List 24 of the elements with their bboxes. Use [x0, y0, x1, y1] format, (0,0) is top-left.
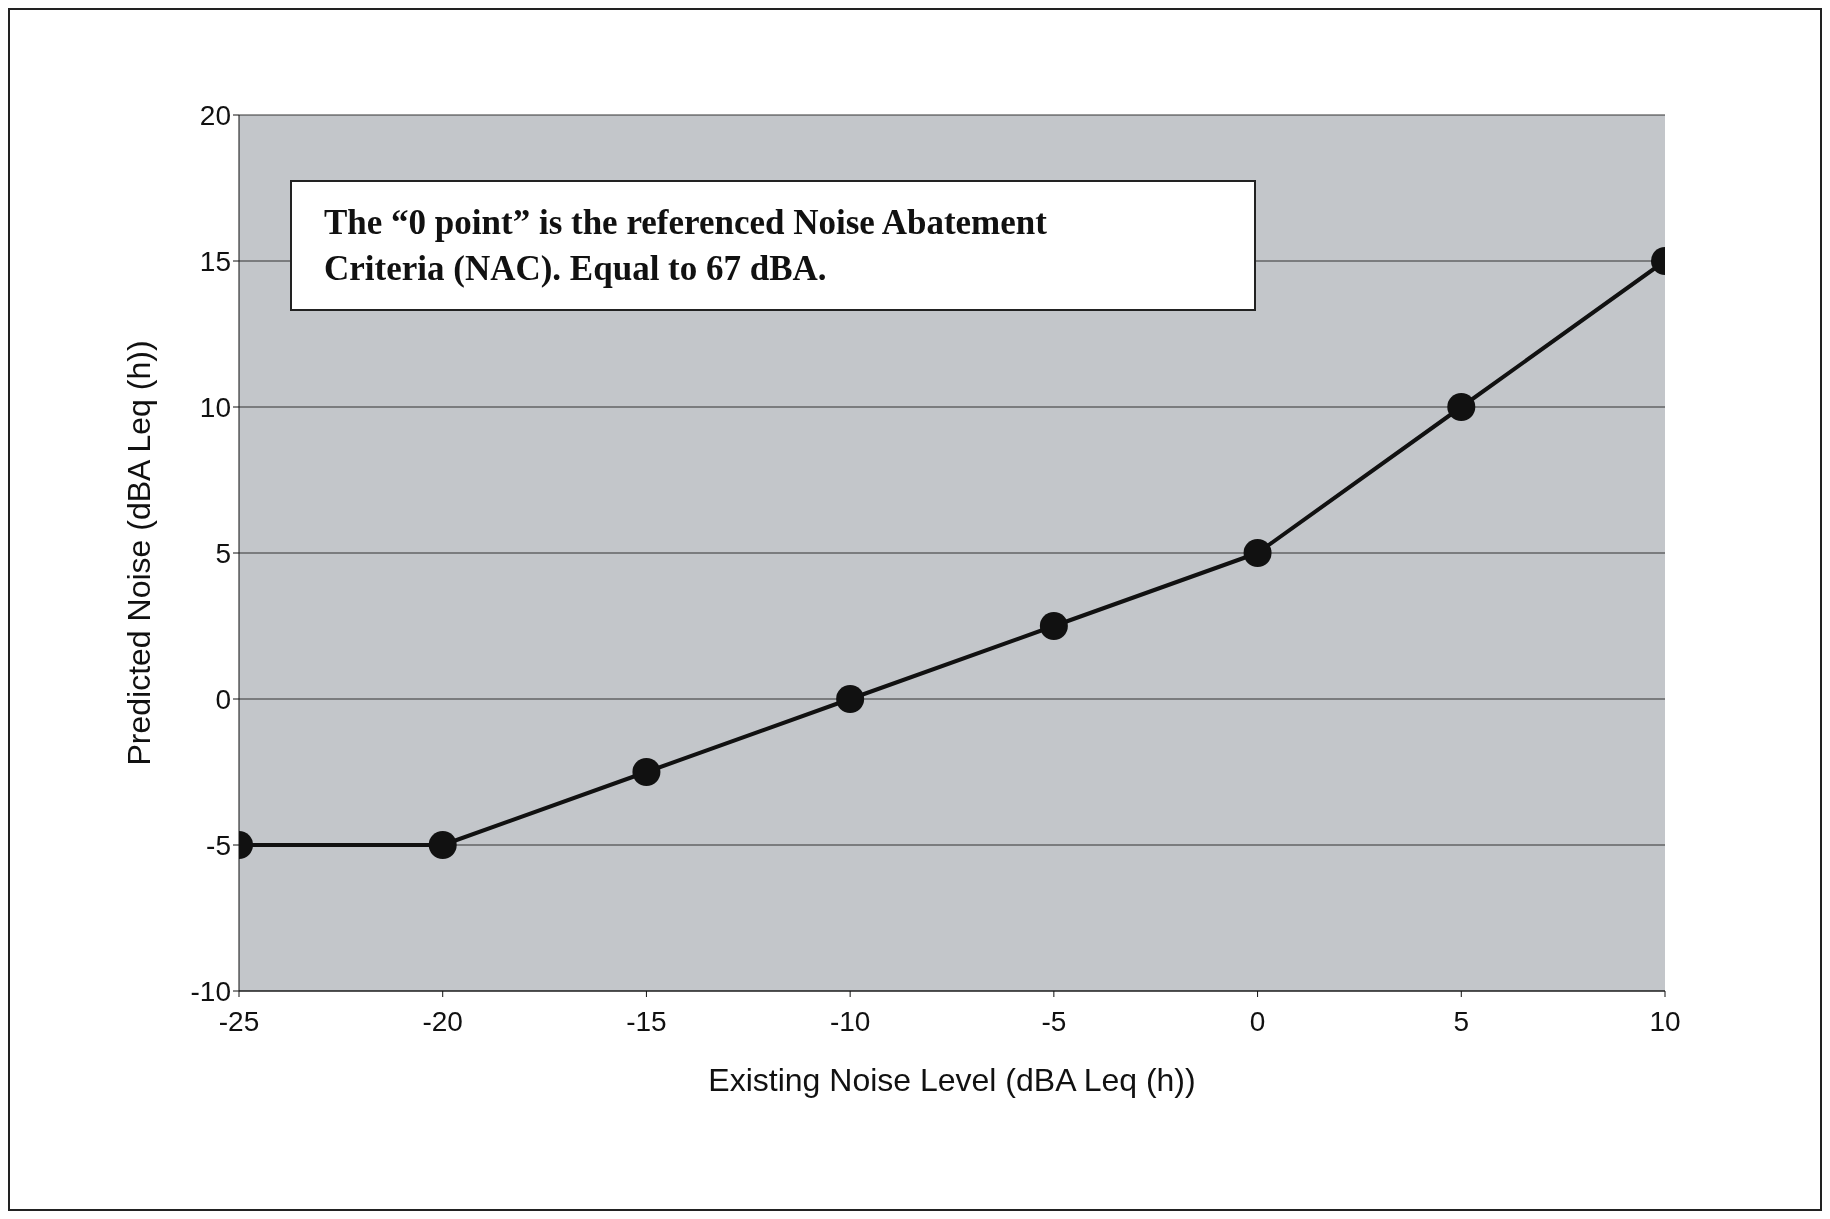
- point: [428, 831, 457, 859]
- y-tick-label: -10: [190, 975, 231, 1007]
- x-tick-label: -5: [1041, 1005, 1067, 1037]
- x-tick-label: -15: [626, 1005, 667, 1037]
- y-tick-label: 10: [199, 391, 231, 423]
- y-tick-label: -5: [206, 829, 231, 861]
- point: [632, 758, 661, 786]
- y-tick-label: 15: [199, 245, 231, 277]
- x-tick-label: -10: [829, 1005, 871, 1037]
- y-tick-label: 5: [215, 537, 231, 569]
- x-tick-label: 0: [1249, 1005, 1266, 1037]
- y-tick-label: 20: [199, 99, 231, 131]
- x-tick-label: -25: [218, 1005, 260, 1037]
- point: [1039, 612, 1068, 640]
- y-axis-title: Predicted Noise (dBA Leq (h)): [121, 340, 158, 766]
- x-axis-title: Existing Noise Level (dBA Leq (h)): [708, 1062, 1196, 1098]
- x-tick-label: 10: [1649, 1005, 1681, 1037]
- point: [1243, 539, 1272, 567]
- x-tick-label: 5: [1453, 1005, 1470, 1037]
- point: [836, 685, 865, 713]
- note-box: The “0 point” is the referenced Noise Abatement Criteria (NAC). Equal to 67 dBA.: [290, 180, 1256, 311]
- y-tick-label: 0: [215, 683, 231, 715]
- x-tick-label: -20: [422, 1005, 463, 1037]
- point: [1447, 393, 1476, 421]
